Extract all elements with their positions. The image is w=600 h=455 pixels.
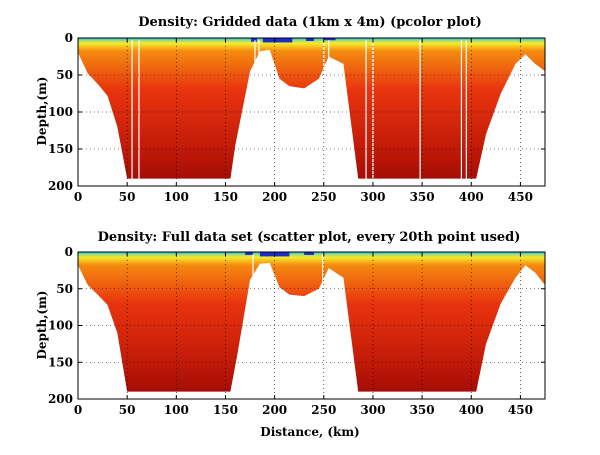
y-tick-label: 0 (65, 31, 73, 45)
fresh-water-patch (306, 38, 314, 41)
x-tick-label: 100 (164, 403, 189, 417)
fresh-water-patch (251, 38, 257, 42)
x-tick-label: 450 (508, 190, 533, 204)
panel-bottom: Density: Full data set (scatter plot, ev… (35, 230, 546, 439)
grid (78, 252, 545, 399)
fresh-water-patch (245, 252, 254, 255)
panel-bottom-plot: 0 50 100 150 200 250 300 350 400 450 0 50 100 150 200 (48, 245, 546, 417)
x-tick-label: 50 (119, 190, 136, 204)
x-tick-label: 450 (508, 403, 533, 417)
panel-bottom-xlabel: Distance, (km) (260, 425, 359, 439)
x-tick-label: 300 (360, 190, 385, 204)
x-tick-label: 150 (213, 190, 238, 204)
x-tick-label: 250 (311, 190, 336, 204)
x-tick-label: 400 (459, 190, 484, 204)
x-tick-label: 350 (410, 190, 435, 204)
x-tick-label: 0 (74, 403, 82, 417)
x-tick-label: 200 (262, 403, 287, 417)
panel-top: Density: Gridded data (1km x 4m) (pcolor… (35, 15, 546, 204)
panel-top-ylabel: Depth,(m) (35, 77, 49, 146)
x-tick-label: 150 (213, 403, 238, 417)
panel-top-title: Density: Gridded data (1km x 4m) (pcolor… (138, 15, 481, 30)
panel-top-plot: 0 50 100 150 200 250 300 350 400 450 0 50 100 150 200 (48, 31, 546, 204)
fresh-water-patch (262, 38, 293, 43)
x-tick-label: 400 (459, 403, 484, 417)
x-tick-label: 0 (74, 190, 82, 204)
x-tick-label: 100 (164, 190, 189, 204)
y-tick-label: 150 (48, 355, 73, 369)
density-section (78, 38, 545, 186)
panel-bottom-title: Density: Full data set (scatter plot, ev… (98, 230, 521, 245)
density-field (78, 252, 545, 392)
y-tick-label: 100 (48, 319, 73, 333)
y-tick-label: 50 (56, 68, 73, 82)
y-tick-label: 0 (65, 245, 73, 259)
x-tick-label: 50 (119, 403, 136, 417)
x-tick-label: 250 (311, 403, 336, 417)
x-tick-label: 200 (262, 190, 287, 204)
density-field (78, 38, 545, 179)
y-tick-label: 200 (48, 179, 73, 193)
grid (78, 38, 545, 186)
x-tick-label: 300 (360, 403, 385, 417)
fresh-water-patch (323, 38, 336, 41)
y-tick-label: 50 (56, 282, 73, 296)
y-tick-label: 150 (48, 142, 73, 156)
y-tick-label: 200 (48, 392, 73, 406)
x-tick-label: 350 (410, 403, 435, 417)
panel-bottom-ylabel: Depth,(m) (35, 291, 49, 360)
fresh-water-patch (304, 252, 314, 255)
y-tick-label: 100 (48, 105, 73, 119)
